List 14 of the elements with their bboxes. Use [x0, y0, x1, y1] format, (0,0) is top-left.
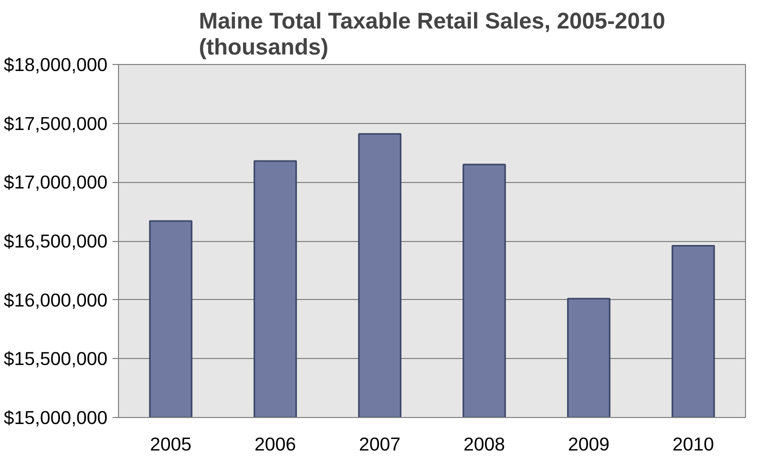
x-tick-label: 2005	[150, 434, 192, 454]
x-tick-label: 2010	[672, 434, 714, 454]
chart-title: Maine Total Taxable Retail Sales, 2005-2010 (thousands)	[198, 8, 666, 60]
y-tick-label: $18,000,000	[4, 54, 108, 75]
y-tick-label: $15,000,000	[4, 407, 108, 428]
y-tick-label: $15,500,000	[4, 348, 108, 370]
x-tick-label: 2007	[359, 434, 401, 454]
y-tick-label: $17,000,000	[4, 172, 108, 193]
x-tick-label: 2009	[568, 434, 610, 454]
x-tick-label: 2008	[464, 434, 506, 454]
y-tick-label: $17,500,000	[4, 112, 108, 134]
y-tick-label: $16,500,000	[4, 230, 108, 252]
y-tick-label: $16,000,000	[4, 289, 108, 310]
x-tick-label: 2006	[254, 434, 296, 454]
